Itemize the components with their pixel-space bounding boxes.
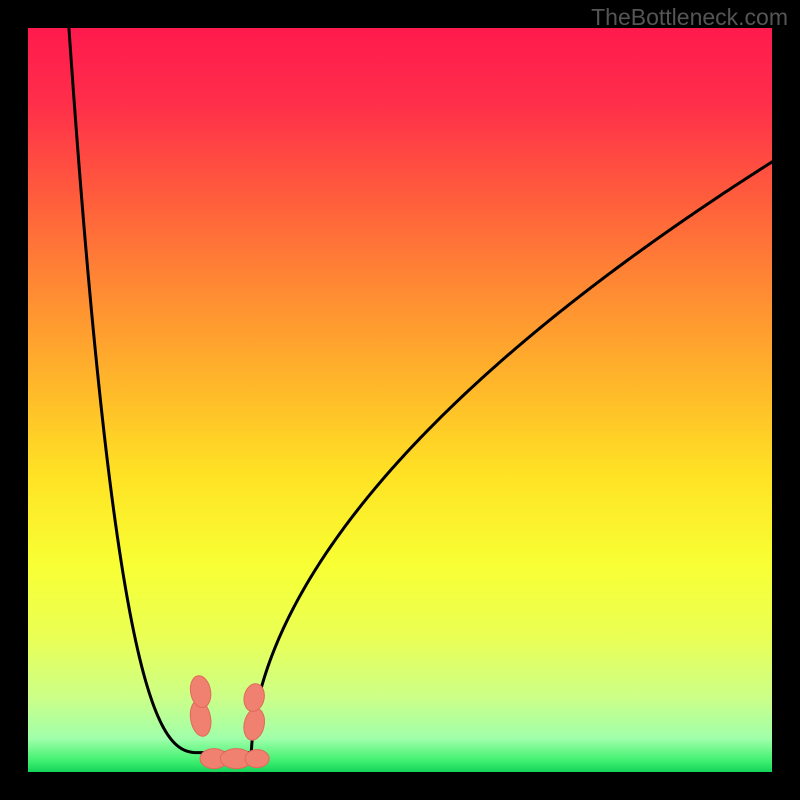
bottleneck-chart [0,0,800,800]
marker-blob [245,750,269,768]
watermark-text: TheBottleneck.com [591,4,788,31]
plot-area [28,28,772,772]
chart-stage: TheBottleneck.com [0,0,800,800]
